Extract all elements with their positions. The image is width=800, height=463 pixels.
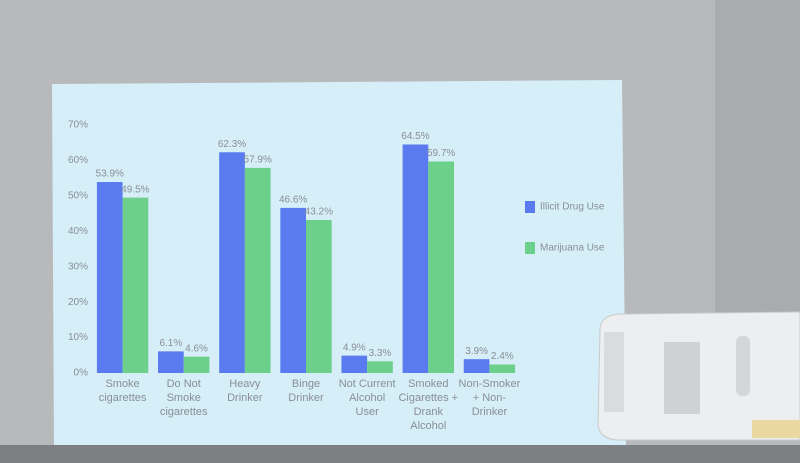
projector	[597, 311, 800, 441]
floor-edge	[0, 445, 800, 463]
bar	[306, 219, 332, 373]
value-label: 43.2%	[305, 207, 333, 218]
x-tick-label: Smoked Cigarettes + Drank Alcohol	[398, 378, 459, 432]
value-label: 62.3%	[218, 139, 246, 150]
value-label: 2.4%	[491, 351, 514, 362]
y-tick-label: 20%	[68, 297, 88, 308]
value-label: 46.6%	[279, 195, 307, 206]
x-tick-label: Binge Drinker	[288, 378, 324, 404]
value-label: 3.9%	[465, 346, 488, 357]
value-label: 57.9%	[244, 155, 272, 166]
value-label: 6.1%	[159, 338, 182, 349]
bar	[96, 182, 123, 373]
bar	[219, 152, 245, 373]
value-label: 59.7%	[427, 148, 455, 159]
bar	[463, 359, 490, 373]
bar	[158, 351, 184, 373]
y-tick-label: 10%	[68, 332, 88, 343]
y-tick-label: 70%	[68, 120, 88, 131]
value-label: 53.9%	[96, 169, 124, 180]
bar	[341, 355, 368, 373]
bar	[122, 197, 149, 373]
legend-swatch	[525, 201, 535, 213]
bar	[280, 207, 306, 373]
bar	[244, 167, 271, 373]
x-tick-label: Heavy Drinker	[227, 378, 263, 404]
y-tick-label: 60%	[68, 155, 88, 166]
y-tick-label: 0%	[74, 368, 89, 379]
x-tick-label: Non-Smoker + Non-Drinker	[458, 378, 521, 418]
legend-label: Marijuana Use	[540, 243, 605, 254]
y-tick-label: 50%	[68, 190, 88, 201]
bar	[367, 361, 393, 373]
bar	[489, 364, 516, 373]
value-label: 4.6%	[185, 343, 208, 354]
y-tick-label: 30%	[68, 261, 88, 272]
value-label: 49.5%	[121, 184, 149, 195]
wall-shade	[715, 0, 800, 330]
bar	[428, 161, 454, 373]
legend-label: Illicit Drug Use	[540, 202, 605, 213]
x-tick-label: Not Current Alcohol User	[338, 378, 396, 418]
x-tick-label: Do Not Smoke cigarettes	[159, 378, 208, 418]
value-label: 4.9%	[343, 342, 366, 353]
value-label: 3.3%	[369, 348, 392, 359]
x-tick-label: Smoke cigarettes	[98, 378, 147, 404]
bar	[183, 356, 210, 373]
y-tick-label: 40%	[68, 226, 88, 237]
bar	[402, 144, 429, 373]
legend-swatch	[525, 242, 535, 254]
value-label: 64.5%	[401, 131, 429, 142]
